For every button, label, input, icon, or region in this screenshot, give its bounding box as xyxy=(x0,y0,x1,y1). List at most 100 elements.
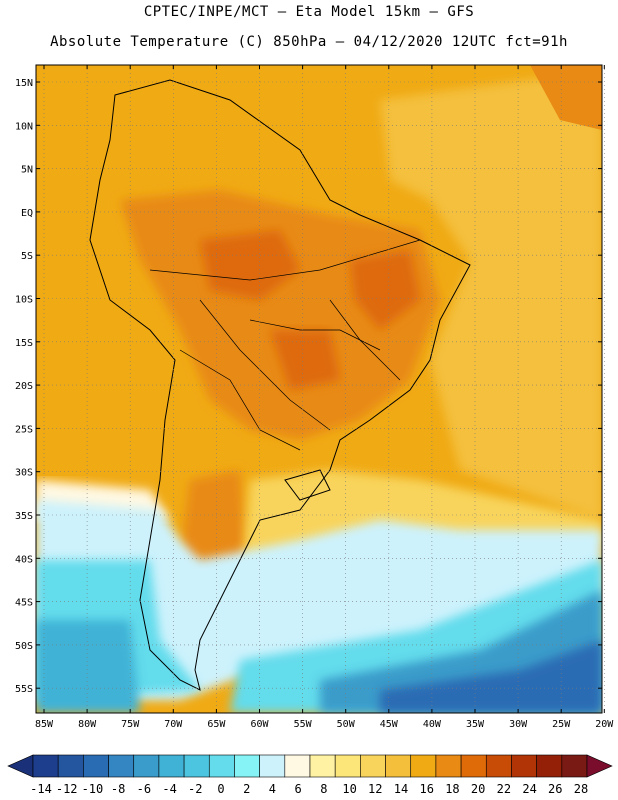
field-ocean-yellow xyxy=(380,70,602,520)
colorbar-label: -2 xyxy=(188,782,202,796)
colorbar-label: 6 xyxy=(295,782,302,796)
colorbar-swatch xyxy=(435,754,462,778)
colorbar-swatch xyxy=(83,754,109,778)
colorbar-swatch xyxy=(32,754,59,778)
colorbar-label: 12 xyxy=(368,782,382,796)
lat-label: 55S xyxy=(15,684,33,695)
colorbar-swatch xyxy=(334,754,361,778)
lat-label: EQ xyxy=(21,208,33,219)
colorbar-label: -8 xyxy=(111,782,125,796)
colorbar-label: 16 xyxy=(419,782,433,796)
colorbar-swatch xyxy=(460,754,487,778)
colorbar-swatch xyxy=(511,754,537,778)
lon-label: 65W xyxy=(207,719,226,730)
colorbar-label: 10 xyxy=(342,782,356,796)
colorbar-swatch xyxy=(284,754,311,778)
colorbar-swatch xyxy=(57,754,84,778)
colorbar-label: 0 xyxy=(217,782,224,796)
field-hot-core-2 xyxy=(350,250,420,330)
colorbar-label: 14 xyxy=(394,782,408,796)
colorbar-label: 8 xyxy=(320,782,327,796)
colorbar-swatch xyxy=(183,754,210,778)
colorbar-label: -14 xyxy=(30,782,52,796)
field-cool-band xyxy=(36,500,602,700)
lon-label: 70W xyxy=(164,719,183,730)
map-frame xyxy=(35,64,603,714)
colorbar-swatch xyxy=(208,754,235,778)
colorbar-swatch xyxy=(234,754,260,778)
lon-label: 40W xyxy=(423,719,442,730)
lon-label: 25W xyxy=(552,719,571,730)
colorbar-swatch xyxy=(108,754,135,778)
lat-label: 30S xyxy=(15,468,33,479)
field-sw-blue xyxy=(36,620,140,713)
chart-title-line2: Absolute Temperature (C) 850hPa – 04/12/… xyxy=(50,34,568,50)
continent-outline xyxy=(89,79,471,691)
temperature-field xyxy=(36,65,602,713)
field-ne-orange xyxy=(530,65,602,130)
lat-label: 5S xyxy=(21,251,33,262)
lat-label: 45S xyxy=(15,598,33,609)
lon-label: 55W xyxy=(294,719,313,730)
lon-label: 45W xyxy=(380,719,399,730)
lon-label: 60W xyxy=(250,719,269,730)
field-hot-core-3 xyxy=(270,330,340,390)
colorbar-swatch xyxy=(259,754,286,778)
country-border-1 xyxy=(149,239,421,281)
colorbar-max-arrow xyxy=(586,754,613,778)
colorbar-label: 24 xyxy=(522,782,536,796)
chart-title-line1: CPTEC/INPE/MCT – Eta Model 15km – GFS xyxy=(143,4,475,20)
latitude-labels: 15N 10N 5N EQ 5S 10S 15S 20S 25S 30S 35S 40S 45S 50S 5… xyxy=(15,78,602,695)
colorbar-swatch xyxy=(485,754,512,778)
lat-label: 10N xyxy=(15,121,33,132)
colorbar-label: -4 xyxy=(162,782,176,796)
colorbar-swatch xyxy=(536,754,563,778)
lon-label: 75W xyxy=(121,719,140,730)
colorbar-label: 26 xyxy=(548,782,562,796)
colorbar-swatch xyxy=(158,754,185,778)
lat-label: 40S xyxy=(15,554,33,565)
colorbar-label: -10 xyxy=(82,782,104,796)
lat-label: 10S xyxy=(15,295,33,306)
lat-label: 20S xyxy=(15,381,33,392)
country-border-2 xyxy=(199,299,331,431)
lon-label: 30W xyxy=(509,719,528,730)
lat-label: 25S xyxy=(15,424,33,435)
colorbar-label: 2 xyxy=(243,782,250,796)
graticule xyxy=(36,65,605,713)
colorbar-label: 18 xyxy=(445,782,459,796)
uruguay-outline xyxy=(284,469,331,501)
colorbar-label: 28 xyxy=(574,782,588,796)
colorbar-label: -12 xyxy=(56,782,78,796)
colorbar-swatch xyxy=(385,754,412,778)
colorbar-labels: -14 -12 -10 -8 -6 -4 -2 0 2 4 6 8 10 12 14 16 18 20 22 24 26… xyxy=(30,782,588,796)
colorbar xyxy=(7,754,613,778)
colorbar-label: 4 xyxy=(269,782,276,796)
field-continent-warm xyxy=(120,190,440,440)
lat-label: 5N xyxy=(21,165,33,176)
lon-label: 85W xyxy=(35,719,54,730)
longitude-labels: 85W 80W 75W 70W 65W 60W 55W 50W 45W 40W 35W 30W 25W 2… xyxy=(35,65,614,730)
lat-label: 35S xyxy=(15,511,33,522)
colorbar-swatch xyxy=(133,754,160,778)
colorbar-swatch xyxy=(360,754,386,778)
field-deep-blue xyxy=(380,640,602,713)
colorbar-swatch xyxy=(561,754,588,778)
lat-label: 15S xyxy=(15,338,33,349)
lon-label: 35W xyxy=(466,719,485,730)
colorbar-swatch xyxy=(309,754,336,778)
colorbar-label: 20 xyxy=(471,782,485,796)
country-border-3 xyxy=(179,349,301,451)
colorbar-swatch xyxy=(410,754,437,778)
lon-label: 20W xyxy=(595,719,614,730)
lon-label: 50W xyxy=(337,719,356,730)
field-hot-core-1 xyxy=(200,230,300,300)
colorbar-min-arrow xyxy=(7,754,34,778)
colorbar-label: 22 xyxy=(497,782,511,796)
lat-label: 15N xyxy=(15,78,33,89)
lat-label: 50S xyxy=(15,641,33,652)
lon-label: 80W xyxy=(78,719,97,730)
colorbar-label: -6 xyxy=(137,782,151,796)
state-border-2 xyxy=(249,319,381,351)
